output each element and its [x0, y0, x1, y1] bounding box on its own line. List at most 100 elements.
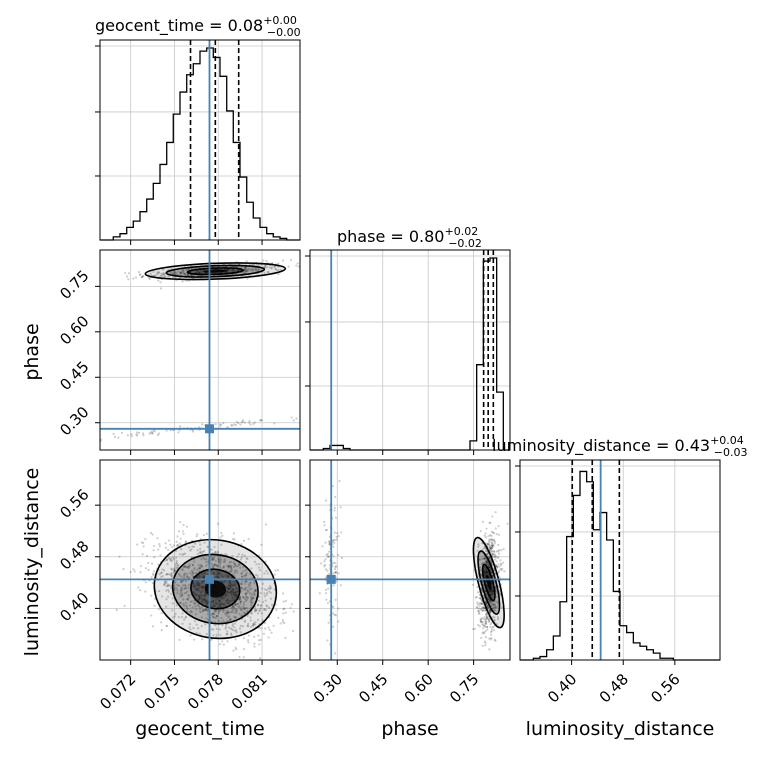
- sample-point: [261, 587, 264, 590]
- sample-point: [223, 558, 226, 561]
- sample-point: [170, 567, 173, 570]
- sample-point: [227, 566, 230, 569]
- sample-point: [318, 592, 321, 595]
- sample-point: [243, 608, 246, 611]
- sample-point: [222, 560, 225, 563]
- sample-point: [239, 597, 242, 601]
- sample-point: [491, 531, 495, 534]
- sample-point: [493, 603, 496, 606]
- sample-point: [265, 569, 268, 573]
- sample-point: [241, 588, 244, 591]
- sample-point: [245, 580, 248, 583]
- sample-point: [175, 271, 178, 274]
- sample-point: [484, 575, 487, 578]
- sample-point: [486, 560, 489, 563]
- sample-point: [169, 559, 172, 562]
- sample-point: [498, 592, 502, 595]
- sample-point: [233, 423, 236, 426]
- sample-point: [225, 601, 228, 604]
- sample-point: [249, 616, 252, 619]
- sample-point: [287, 265, 290, 268]
- sample-point: [250, 587, 253, 590]
- sample-point: [486, 596, 490, 599]
- sample-point: [217, 572, 220, 575]
- sample-point: [258, 562, 261, 566]
- sample-point: [495, 590, 498, 593]
- sample-point: [182, 271, 185, 274]
- sample-point: [237, 421, 240, 425]
- sample-point: [170, 575, 173, 578]
- sample-point: [488, 598, 491, 601]
- sample-point: [221, 609, 224, 612]
- sample-point: [232, 532, 235, 535]
- sample-point: [217, 557, 220, 561]
- sample-point: [210, 628, 214, 631]
- sample-point: [225, 633, 228, 636]
- sample-point: [200, 269, 203, 272]
- sample-point: [493, 555, 496, 558]
- sample-point: [235, 595, 238, 598]
- sample-point: [496, 556, 499, 559]
- sample-point: [219, 562, 222, 566]
- sample-point: [199, 585, 203, 588]
- sample-point: [324, 499, 328, 502]
- sample-point: [232, 611, 236, 614]
- sample-point: [231, 584, 235, 587]
- sample-point: [194, 572, 197, 575]
- sample-point: [301, 418, 303, 420]
- sample-point: [491, 552, 494, 556]
- sample-point: [194, 613, 197, 616]
- sample-point: [249, 572, 252, 576]
- sample-point: [265, 266, 268, 269]
- sample-point: [216, 550, 219, 553]
- sample-point: [279, 268, 282, 272]
- sample-point: [175, 556, 178, 559]
- sample-point: [481, 644, 484, 647]
- sample-point: [204, 572, 207, 575]
- sample-point: [253, 642, 256, 645]
- sample-point: [201, 599, 204, 603]
- sample-point: [234, 592, 237, 595]
- sample-point: [489, 547, 492, 550]
- sample-point: [241, 420, 244, 424]
- sample-point: [251, 268, 254, 272]
- sample-point: [164, 546, 168, 549]
- sample-point: [182, 602, 185, 606]
- sample-point: [252, 622, 256, 626]
- sample-point: [222, 608, 226, 611]
- sample-point: [488, 557, 491, 560]
- sample-point: [334, 652, 337, 655]
- sample-point: [150, 614, 153, 617]
- sample-point: [249, 611, 253, 615]
- sample-point: [218, 571, 221, 574]
- sample-point: [181, 622, 184, 625]
- sample-point: [483, 557, 486, 560]
- sample-point: [233, 562, 236, 566]
- sample-point: [148, 276, 151, 279]
- sample-point: [326, 555, 329, 558]
- xtick-luminosity-distance-0: 0.40: [544, 670, 580, 706]
- sample-point: [275, 608, 278, 611]
- sample-point: [247, 641, 250, 644]
- sample-point: [270, 267, 273, 270]
- sample-point: [153, 555, 156, 559]
- sample-point: [483, 570, 487, 573]
- sample-point: [482, 557, 485, 561]
- sample-point: [227, 579, 230, 583]
- sample-point: [486, 542, 489, 546]
- sample-point: [484, 609, 487, 612]
- sample-point: [490, 546, 494, 549]
- sample-point: [304, 617, 306, 619]
- sample-point: [200, 270, 204, 273]
- sample-point: [194, 605, 197, 608]
- sample-point: [488, 619, 491, 623]
- sample-point: [240, 600, 243, 603]
- sample-point: [243, 574, 246, 578]
- sample-point: [491, 592, 495, 596]
- sample-point: [167, 584, 170, 587]
- sample-point: [161, 273, 165, 276]
- sample-point: [204, 609, 207, 612]
- sample-point: [227, 602, 230, 605]
- sample-point: [179, 595, 182, 598]
- sample-point: [233, 584, 236, 587]
